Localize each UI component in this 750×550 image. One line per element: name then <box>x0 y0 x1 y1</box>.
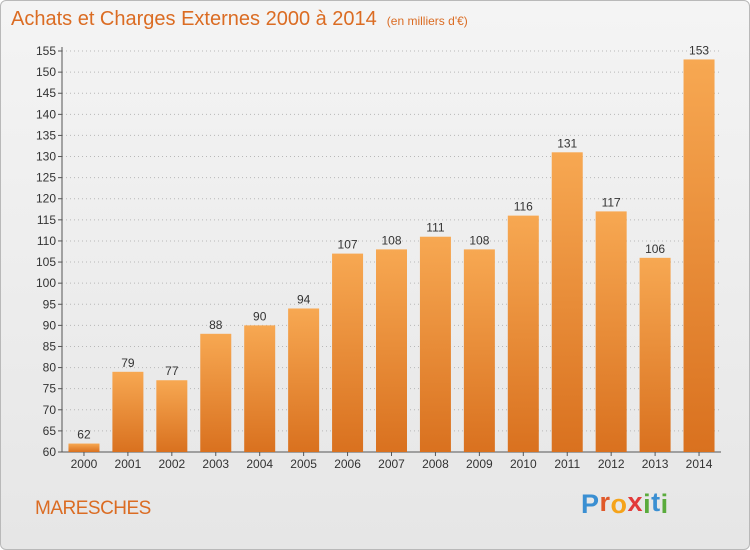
brand-logo: Proxiti <box>581 487 669 520</box>
y-tick-label: 80 <box>43 361 57 375</box>
x-tick-label: 2002 <box>158 457 185 471</box>
axes: 60 65 70 75 80 85 90 95 100 105 110 115 120 125 130 135… <box>36 44 721 471</box>
data-label: 106 <box>645 242 665 256</box>
x-tick-label: 2004 <box>246 457 273 471</box>
brand-letter: P <box>581 489 600 519</box>
bar-2004 <box>244 325 276 452</box>
x-tick-label: 2003 <box>202 457 229 471</box>
bar-2005 <box>288 308 320 452</box>
brand-letter: o <box>610 489 628 519</box>
bar-2013 <box>639 257 671 452</box>
title-unit: (en milliers d'€) <box>386 14 468 28</box>
x-tick-label: 2005 <box>290 457 317 471</box>
data-label: 111 <box>426 221 445 235</box>
bar-2014 <box>683 59 715 452</box>
brand-letter: i <box>643 489 652 519</box>
y-tick-label: 110 <box>37 234 56 248</box>
x-tick-label: 2012 <box>598 457 625 471</box>
y-tick-label: 90 <box>43 318 57 332</box>
y-tick-label: 145 <box>36 86 56 100</box>
y-tick-label: 65 <box>43 424 57 438</box>
x-tick-label: 2009 <box>466 457 493 471</box>
y-tick-label: 95 <box>43 297 57 311</box>
bar-2000 <box>68 443 100 452</box>
data-label: 131 <box>557 136 577 150</box>
data-label: 77 <box>165 364 179 378</box>
data-label: 94 <box>297 292 311 306</box>
y-tick-label: 140 <box>36 107 56 121</box>
data-label: 79 <box>121 356 135 370</box>
y-tick-label: 150 <box>36 65 56 79</box>
bar-2003 <box>200 333 232 452</box>
y-tick-label: 70 <box>43 403 57 417</box>
y-tick-label: 130 <box>36 150 56 164</box>
data-label: 90 <box>253 309 267 323</box>
bar-2012 <box>595 211 627 452</box>
brand-letter: i <box>660 489 669 519</box>
x-tick-label: 2014 <box>686 457 713 471</box>
bars <box>68 59 715 452</box>
x-tick-label: 2001 <box>115 457 142 471</box>
title-text: Achats et Charges Externes 2000 à 2014 <box>11 8 377 30</box>
data-label: 107 <box>338 238 358 252</box>
data-labels: 62 79 77 88 90 94 107 108 111 108 116 131 117 106 153 <box>77 43 709 441</box>
y-tick-label: 135 <box>36 128 56 142</box>
x-tick-label: 2008 <box>422 457 449 471</box>
data-label: 117 <box>602 195 621 209</box>
chart-title: Achats et Charges Externes 2000 à 2014 (e… <box>11 8 468 31</box>
commune-name: MARESCHES <box>35 498 151 519</box>
bar-2008 <box>419 236 451 452</box>
x-tick-label: 2011 <box>554 457 580 471</box>
brand-letter: r <box>599 487 611 517</box>
y-tick-label: 60 <box>43 445 57 459</box>
x-tick-label: 2006 <box>334 457 361 471</box>
y-tick-label: 125 <box>36 171 56 185</box>
data-label: 62 <box>77 428 91 442</box>
bar-2006 <box>332 253 364 452</box>
y-tick-label: 100 <box>36 276 56 290</box>
bar-2011 <box>551 152 583 452</box>
y-tick-label: 120 <box>36 192 56 206</box>
y-tick-label: 155 <box>36 44 56 58</box>
y-tick-label: 85 <box>43 339 57 353</box>
x-tick-label: 2000 <box>71 457 98 471</box>
x-tick-label: 2007 <box>378 457 405 471</box>
data-label: 108 <box>469 233 489 247</box>
data-label: 153 <box>689 43 709 57</box>
bar-2001 <box>112 371 144 452</box>
y-tick-label: 115 <box>37 213 56 227</box>
bar-2007 <box>376 249 407 452</box>
brand-letter: x <box>627 487 644 517</box>
bar-2010 <box>507 215 539 452</box>
data-label: 88 <box>209 318 223 332</box>
brand-letter: t <box>651 487 661 517</box>
x-tick-label: 2010 <box>510 457 537 471</box>
data-label: 116 <box>514 200 533 214</box>
bar-2009 <box>463 249 495 452</box>
bar-2002 <box>156 380 188 452</box>
y-tick-label: 105 <box>36 255 56 269</box>
y-tick-label: 75 <box>43 382 57 396</box>
x-tick-label: 2013 <box>642 457 669 471</box>
data-label: 108 <box>381 233 401 247</box>
